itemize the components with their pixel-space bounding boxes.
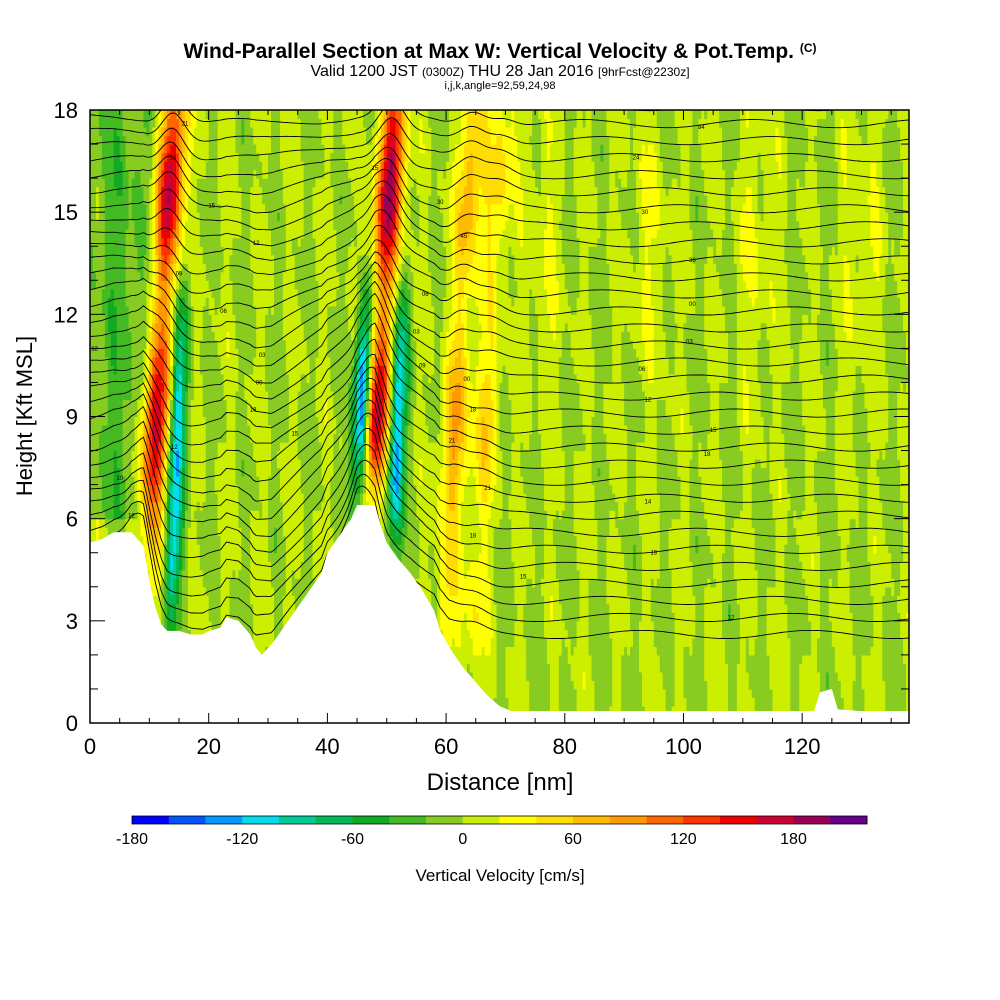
contour-label: 36 [689, 258, 696, 264]
contour-label: 21 [449, 438, 456, 444]
contour-label: 30 [437, 200, 444, 206]
contour-label: 15 [291, 432, 298, 438]
colorbar-swatch [132, 816, 169, 824]
y-axis-label: Height [Kft MSL] [12, 336, 37, 496]
contour-label: 10 [116, 476, 123, 482]
colorbar: -180 -120 -60 0 60 120 180 [116, 816, 868, 848]
x-tick-label: 60 [434, 734, 458, 759]
contour-label: 06 [639, 367, 646, 373]
colorbar-swatch [279, 816, 316, 824]
colorbar-swatch [206, 816, 243, 824]
colorbar-swatch [647, 816, 684, 824]
colorbar-tick-label: 0 [458, 831, 467, 848]
contour-label: 18 [469, 534, 476, 540]
contour-label: 00 [689, 302, 696, 308]
contour-label: 15 [372, 166, 379, 172]
contour-label: 15 [710, 428, 717, 434]
colorbar-swatch [389, 816, 426, 824]
colorbar-tick-label: 120 [670, 831, 697, 848]
colorbar-swatch [720, 816, 757, 824]
contour-label: 15 [520, 575, 527, 581]
contour-label: 12 [128, 513, 135, 519]
colorbar-swatch [316, 816, 353, 824]
x-tick-label: 20 [196, 734, 220, 759]
contour-label: 12 [645, 398, 652, 404]
colorbar-swatch [426, 816, 463, 824]
colorbar-swatch [536, 816, 573, 824]
colorbar-tick-label: 180 [780, 831, 807, 848]
colorbar-tick-label: -60 [341, 831, 364, 848]
x-tick-label: 80 [553, 734, 577, 759]
contour-label: 18 [250, 408, 257, 414]
colorbar-swatch [242, 816, 279, 824]
colorbar-label: Vertical Velocity [cm/s] [415, 866, 584, 885]
colorbar-swatch [610, 816, 647, 824]
colorbar-swatch [353, 816, 390, 824]
y-tick-label: 3 [66, 609, 78, 634]
contour-label: 12 [171, 445, 178, 451]
x-tick-label: 40 [315, 734, 339, 759]
contour-label: 03 [259, 353, 266, 359]
y-tick-label: 18 [54, 98, 78, 123]
colorbar-tick-label: -180 [116, 831, 148, 848]
contour-label: 24 [633, 156, 640, 162]
contour-label: 12 [728, 615, 735, 621]
contour-label: 12 [91, 346, 98, 352]
colorbar-swatch [830, 816, 867, 824]
contour-label: 00 [464, 377, 471, 383]
contour-line [90, 54, 909, 93]
contour-label: 03 [413, 329, 420, 335]
contour-label: 18 [469, 408, 476, 414]
colorbar-swatch [757, 816, 794, 824]
colorbar-swatch [573, 816, 610, 824]
contour-label: 12 [253, 241, 260, 247]
contour-label: 21 [484, 486, 491, 492]
colorbar-tick-label: -120 [226, 831, 258, 848]
contour-label: 18 [704, 452, 711, 458]
contour-label: 09 [419, 363, 426, 369]
y-tick-label: 6 [66, 507, 78, 532]
colorbar-swatch [169, 816, 206, 824]
contour-label: 09 [176, 272, 183, 278]
contour-label: 14 [645, 500, 652, 506]
colorbar-swatch [683, 816, 720, 824]
contour-label: 03 [686, 340, 693, 346]
colorbar-swatch [500, 816, 537, 824]
contour-line [90, 38, 909, 76]
contour-label: 06 [220, 309, 227, 315]
x-tick-label: 0 [84, 734, 96, 759]
contour-label: 45 [461, 234, 468, 240]
x-tick-label: 120 [784, 734, 821, 759]
cross-section-chart: 2118151209060300121815121012153045060309… [0, 0, 1000, 1000]
contour-line [90, 68, 909, 111]
y-tick-label: 15 [54, 200, 78, 225]
x-axis-label: Distance [nm] [427, 769, 574, 796]
contour-label: 19 [650, 551, 657, 557]
contour-label: 30 [642, 210, 649, 216]
colorbar-tick-label: 60 [564, 831, 582, 848]
x-tick-label: 100 [665, 734, 702, 759]
y-tick-label: 9 [66, 405, 78, 430]
y-tick-label: 0 [66, 711, 78, 736]
plot-area: 21 18 15 12 09 06 03 00 12 18 15 12 10 12 15 30 45 06 03 09… [90, 38, 910, 723]
contour-label: 18 [170, 156, 177, 162]
contour-label: 06 [422, 292, 429, 298]
contour-label: 15 [208, 203, 215, 209]
colorbar-swatch [463, 816, 500, 824]
y-tick-label: 12 [54, 302, 78, 327]
contour-label: 21 [182, 122, 189, 128]
colorbar-swatch [794, 816, 831, 824]
contour-label: 84 [698, 125, 705, 131]
contour-label: 00 [256, 380, 263, 386]
